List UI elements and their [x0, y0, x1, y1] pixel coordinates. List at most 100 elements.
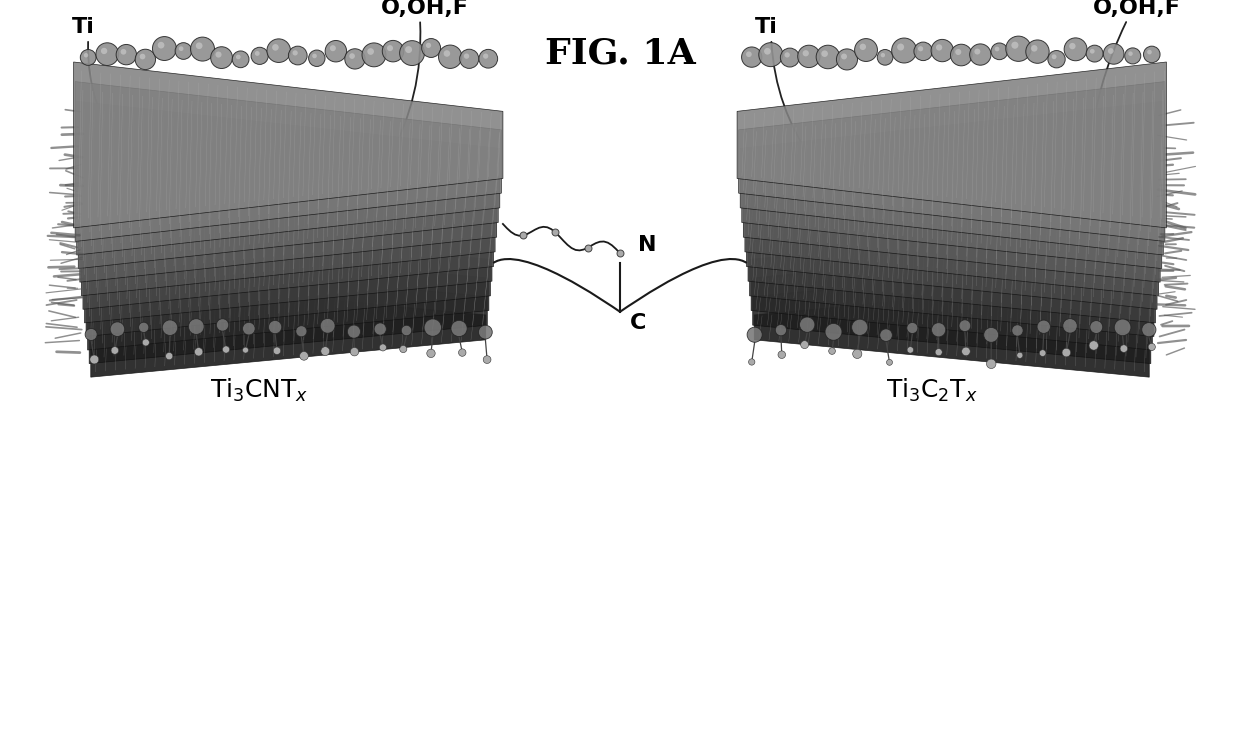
Circle shape — [175, 43, 192, 60]
Circle shape — [853, 349, 862, 359]
Circle shape — [379, 344, 387, 351]
Polygon shape — [746, 180, 1157, 310]
Circle shape — [140, 54, 145, 60]
Circle shape — [451, 320, 467, 336]
Circle shape — [405, 46, 412, 53]
Circle shape — [1048, 51, 1065, 68]
Circle shape — [1115, 319, 1131, 336]
Circle shape — [914, 42, 932, 60]
Circle shape — [166, 352, 172, 360]
Circle shape — [906, 322, 918, 333]
Circle shape — [1037, 320, 1050, 333]
Polygon shape — [91, 278, 486, 377]
Polygon shape — [737, 62, 1167, 228]
Circle shape — [300, 351, 309, 360]
Circle shape — [841, 54, 847, 60]
Circle shape — [1148, 343, 1156, 351]
Circle shape — [350, 348, 358, 356]
Circle shape — [162, 320, 177, 336]
Circle shape — [1086, 46, 1104, 62]
Circle shape — [427, 349, 435, 357]
Circle shape — [936, 44, 942, 51]
Circle shape — [422, 39, 440, 57]
Circle shape — [95, 43, 119, 66]
Circle shape — [293, 50, 298, 55]
Circle shape — [84, 53, 88, 57]
Circle shape — [399, 40, 424, 66]
Circle shape — [955, 49, 961, 55]
Circle shape — [444, 50, 450, 57]
Circle shape — [837, 49, 858, 70]
Circle shape — [196, 43, 202, 49]
Circle shape — [236, 54, 241, 60]
Circle shape — [931, 323, 946, 337]
Circle shape — [484, 356, 491, 363]
Circle shape — [951, 44, 972, 66]
Polygon shape — [78, 121, 498, 269]
Circle shape — [892, 38, 916, 63]
Circle shape — [918, 46, 924, 51]
Circle shape — [464, 54, 469, 59]
Circle shape — [1069, 43, 1075, 49]
Text: C: C — [630, 313, 646, 333]
Circle shape — [1142, 322, 1156, 336]
Circle shape — [797, 46, 820, 68]
Circle shape — [759, 43, 782, 66]
Circle shape — [424, 319, 441, 336]
Circle shape — [120, 49, 126, 54]
Circle shape — [959, 320, 971, 331]
Circle shape — [216, 319, 228, 331]
Circle shape — [143, 339, 149, 346]
Circle shape — [1064, 38, 1087, 60]
Circle shape — [367, 48, 374, 55]
Circle shape — [987, 359, 996, 369]
Circle shape — [1061, 348, 1070, 357]
Circle shape — [188, 319, 205, 334]
Text: FIG. 1A: FIG. 1A — [544, 37, 696, 70]
Text: N: N — [637, 236, 656, 255]
Circle shape — [1090, 49, 1095, 54]
Circle shape — [81, 49, 97, 66]
Circle shape — [345, 48, 365, 69]
Circle shape — [880, 53, 885, 57]
Circle shape — [1104, 43, 1123, 64]
Circle shape — [1090, 321, 1102, 333]
Circle shape — [296, 326, 308, 336]
Circle shape — [425, 43, 432, 48]
Circle shape — [273, 347, 280, 354]
Circle shape — [321, 347, 330, 356]
Circle shape — [110, 322, 125, 336]
Circle shape — [1012, 42, 1018, 48]
Circle shape — [312, 54, 316, 58]
Circle shape — [479, 49, 497, 68]
Circle shape — [117, 45, 136, 65]
Circle shape — [382, 40, 404, 62]
Circle shape — [994, 47, 999, 51]
Circle shape — [877, 49, 893, 65]
Circle shape — [268, 320, 281, 333]
Circle shape — [320, 319, 335, 333]
Polygon shape — [88, 239, 489, 350]
Circle shape — [852, 319, 868, 336]
Circle shape — [775, 325, 786, 336]
Text: Ti$_3$CNT$_x$: Ti$_3$CNT$_x$ — [210, 377, 309, 404]
Circle shape — [135, 49, 155, 69]
Circle shape — [931, 40, 954, 62]
Polygon shape — [751, 239, 1152, 350]
Text: Ti$_3$C$_2$T$_x$: Ti$_3$C$_2$T$_x$ — [887, 377, 978, 404]
Circle shape — [746, 51, 751, 57]
Circle shape — [1120, 345, 1127, 352]
Circle shape — [1089, 341, 1099, 350]
Circle shape — [777, 351, 786, 359]
Circle shape — [854, 39, 878, 61]
Circle shape — [191, 37, 215, 61]
Circle shape — [1063, 319, 1078, 333]
Circle shape — [309, 50, 325, 66]
Circle shape — [821, 51, 828, 57]
Polygon shape — [82, 160, 495, 295]
Circle shape — [764, 48, 771, 54]
Circle shape — [898, 43, 904, 51]
Circle shape — [195, 348, 203, 356]
Circle shape — [374, 323, 387, 335]
Polygon shape — [89, 258, 487, 363]
